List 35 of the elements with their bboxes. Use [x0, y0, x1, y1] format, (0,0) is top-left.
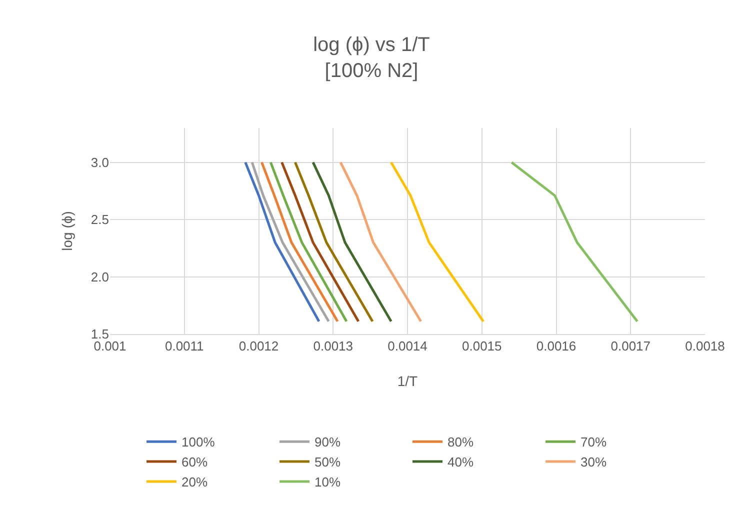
line-series — [280, 161, 360, 323]
x-tick-label: 0.0018 — [685, 338, 725, 354]
legend-label: 60% — [182, 454, 208, 470]
legend-label: 10% — [314, 474, 341, 490]
line-series — [312, 161, 392, 323]
x-axis-title: 1/T — [397, 373, 418, 389]
y-tick-label: 2.0 — [90, 269, 109, 284]
legend-label: 20% — [182, 474, 208, 490]
x-tick-label: 0.0011 — [164, 338, 204, 354]
x-tick-label: 0.0013 — [313, 338, 354, 354]
x-tick-label: 0.0016 — [536, 338, 576, 354]
line-series — [390, 161, 485, 323]
line-series — [294, 161, 374, 323]
legend-label: 100% — [182, 434, 216, 450]
x-tick-label: 0.0014 — [388, 338, 428, 354]
y-tick-label: 2.5 — [90, 212, 109, 228]
x-tick-label: 0.0017 — [610, 338, 651, 354]
legend-label: 50% — [314, 454, 341, 470]
y-tick-label: 3.0 — [90, 154, 109, 170]
line-series — [244, 161, 320, 323]
legend-label: 70% — [580, 434, 607, 450]
line-series — [260, 161, 339, 323]
chart-title: log (ϕ) vs 1/T — [313, 34, 430, 56]
legend-label: 30% — [580, 454, 607, 470]
y-axis-title: log (ϕ) — [59, 211, 75, 251]
x-tick-label: 0.0012 — [238, 338, 279, 354]
line-series — [269, 161, 348, 323]
legend-label: 80% — [448, 434, 474, 450]
line-series — [339, 161, 422, 323]
legend-label: 40% — [448, 454, 474, 470]
line-series — [250, 161, 330, 323]
line-series — [510, 161, 639, 323]
chart-subtitle: [100% N2] — [324, 60, 418, 82]
legend-label: 90% — [314, 434, 341, 450]
x-tick-label: 0.0015 — [462, 338, 502, 354]
